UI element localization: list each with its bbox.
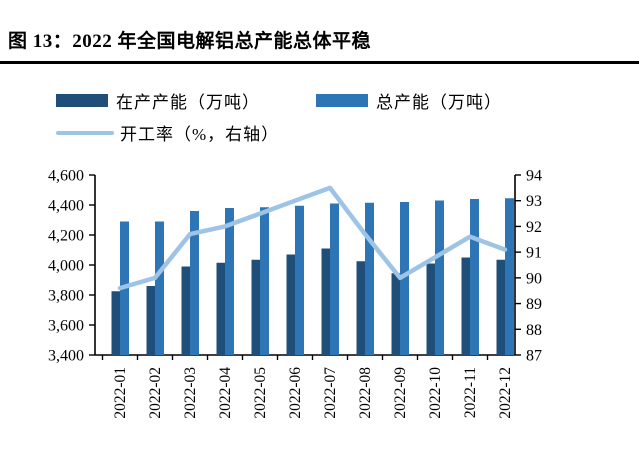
x-axis-category-label: 2022-03 <box>182 367 199 419</box>
left-axis-tick-label: 4,200 <box>48 228 84 245</box>
operating-capacity-bar-2022-09 <box>391 273 400 355</box>
legend-row-2: 开工率（%，右轴） <box>56 120 335 145</box>
total-capacity-bar-2022-09 <box>400 202 409 355</box>
title-divider <box>0 61 639 64</box>
legend-item-operating-capacity: 在产产能（万吨） <box>56 88 260 113</box>
operating-capacity-bar-2022-08 <box>356 261 365 355</box>
right-axis-tick-label: 94 <box>526 168 542 185</box>
left-axis-tick-label: 3,400 <box>48 348 84 365</box>
legend-item-operating-rate: 开工率（%，右轴） <box>56 120 279 145</box>
total-capacity-bar-2022-03 <box>190 211 199 355</box>
legend-row-1: 在产产能（万吨） 总产能（万吨） <box>56 88 558 113</box>
x-axis-category-label: 2022-01 <box>112 367 129 419</box>
x-axis-category-label: 2022-05 <box>252 367 269 419</box>
operating-capacity-bar-2022-05 <box>251 259 260 355</box>
x-axis-category-label: 2022-12 <box>497 367 514 419</box>
x-axis-category-label: 2022-10 <box>427 367 444 419</box>
total-capacity-bar-2022-10 <box>435 200 444 355</box>
right-axis-tick-label: 91 <box>526 245 542 262</box>
right-axis-tick-label: 89 <box>526 296 542 313</box>
total-capacity-bar-2022-04 <box>225 208 234 355</box>
x-axis-category-label: 2022-06 <box>287 367 304 419</box>
right-axis-tick-label: 88 <box>526 322 542 339</box>
figure-title: 图 13：2022 年全国电解铝总产能总体平稳 <box>8 31 372 52</box>
x-axis-category-label: 2022-11 <box>462 367 479 418</box>
x-axis-category-label: 2022-09 <box>392 367 409 419</box>
operating-capacity-bar-2022-11 <box>461 257 470 355</box>
right-axis-tick-label: 93 <box>526 193 542 210</box>
left-axis-tick-label: 3,600 <box>48 318 84 335</box>
operating-capacity-bar-2022-02 <box>146 286 155 355</box>
legend-item-total-capacity: 总产能（万吨） <box>316 88 502 113</box>
total-capacity-bar-2022-02 <box>155 221 164 355</box>
operating-capacity-bar-2022-01 <box>111 291 120 355</box>
operating-capacity-bar-2022-10 <box>426 263 435 355</box>
total-capacity-bar-2022-12 <box>505 198 514 355</box>
x-axis-category-label: 2022-07 <box>322 367 339 419</box>
legend-label: 开工率（%，右轴） <box>120 125 280 144</box>
right-axis-tick-label: 87 <box>526 348 542 365</box>
left-axis-tick-label: 4,000 <box>48 258 84 275</box>
x-axis-category-label: 2022-08 <box>357 367 374 419</box>
total-capacity-bar-2022-05 <box>260 207 269 355</box>
operating-capacity-swatch <box>56 94 108 107</box>
chart-svg: 3,400 3,600 3,800 4,000 4,200 4,400 4,600 87 88 8… <box>48 168 542 419</box>
operating-capacity-bar-2022-07 <box>321 248 330 355</box>
total-capacity-bar-2022-07 <box>330 203 339 355</box>
legend-label: 总产能（万吨） <box>376 93 502 112</box>
left-axis-tick-label: 4,600 <box>48 168 84 185</box>
total-capacity-bar-2022-06 <box>295 205 304 355</box>
left-axis-tick-label: 3,800 <box>48 288 84 305</box>
operating-capacity-bar-2022-12 <box>496 259 505 355</box>
x-axis-category-label: 2022-04 <box>217 367 234 419</box>
x-axis-category-label: 2022-02 <box>147 367 164 419</box>
operating-capacity-bar-2022-03 <box>181 266 190 355</box>
legend-label: 在产产能（万吨） <box>116 93 260 112</box>
total-capacity-bar-2022-08 <box>365 202 374 355</box>
total-capacity-bar-2022-11 <box>470 199 479 355</box>
total-capacity-swatch <box>316 94 368 107</box>
right-axis-tick-label: 90 <box>526 270 542 287</box>
left-axis-tick-label: 4,400 <box>48 198 84 215</box>
operating-rate-line <box>117 185 508 291</box>
operating-capacity-bar-2022-04 <box>216 262 225 355</box>
operating-rate-line-swatch <box>56 130 114 135</box>
operating-capacity-bar-2022-06 <box>286 254 295 355</box>
right-axis-tick-label: 92 <box>526 219 542 236</box>
